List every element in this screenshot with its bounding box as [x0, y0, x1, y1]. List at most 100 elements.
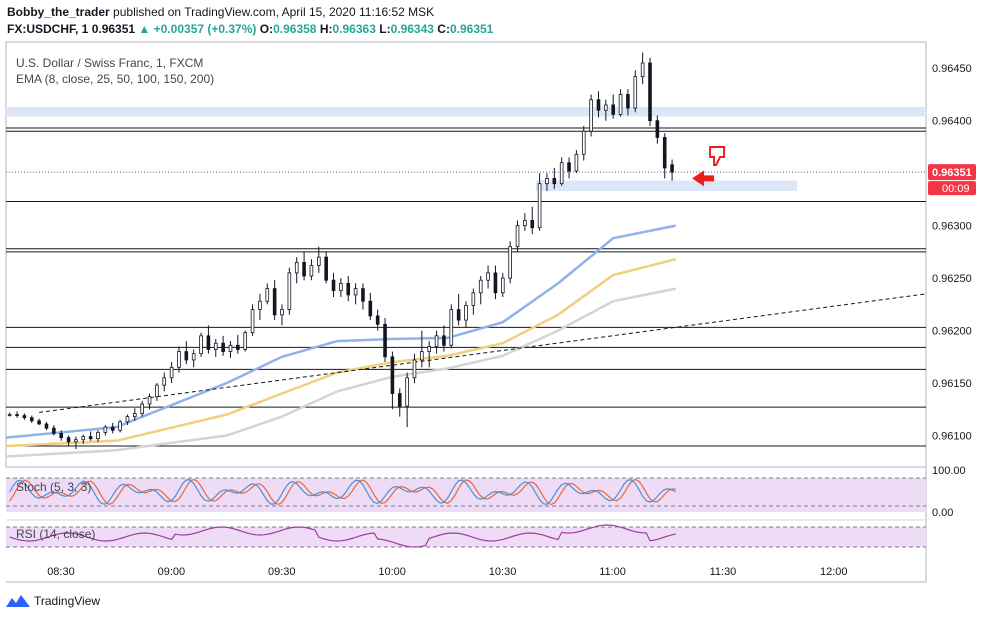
- candle-body-65: [486, 272, 490, 281]
- candle-body-38: [287, 272, 292, 310]
- candle-body-8: [66, 437, 71, 443]
- x-tick-4: 10:30: [489, 566, 517, 578]
- x-tick-5: 11:00: [599, 566, 626, 578]
- tradingview-logo-icon: [6, 595, 30, 607]
- candle-body-72: [537, 183, 542, 229]
- arrow-left-icon: [692, 170, 715, 187]
- candle-body-32: [243, 332, 248, 350]
- change-value: +0.00357 (+0.37%): [153, 22, 257, 36]
- trendline: [39, 293, 927, 413]
- candle-body-35: [265, 288, 270, 302]
- y-tick-4: 0.96250: [932, 273, 972, 285]
- candle-body-75: [559, 162, 564, 185]
- candle-body-40: [302, 261, 306, 277]
- candle-body-73: [545, 178, 549, 185]
- candle-body-34: [258, 300, 262, 310]
- stoch-legend[interactable]: Stoch (5, 3, 3): [16, 480, 92, 494]
- candle-body-39: [294, 261, 299, 274]
- candle-body-2: [22, 415, 27, 419]
- candle-body-23: [177, 351, 181, 368]
- candle-body-15: [118, 421, 122, 431]
- candle-body-60: [449, 309, 454, 346]
- candle-body-62: [464, 304, 468, 321]
- candle-body-88: [655, 120, 660, 138]
- high-value: 0.96363: [332, 22, 376, 36]
- candle-body-64: [478, 279, 483, 294]
- x-tick-2: 09:30: [268, 566, 296, 578]
- candle-body-26: [199, 335, 203, 355]
- y-tick-3: 0.96300: [932, 221, 972, 233]
- candle-body-16: [125, 416, 130, 423]
- rsi-line: [9, 524, 676, 548]
- symbol[interactable]: FX:USDCHF, 1: [7, 22, 89, 36]
- candle-body-31: [236, 344, 240, 350]
- x-tick-6: 11:30: [710, 566, 737, 578]
- candle-body-33: [250, 309, 255, 334]
- candle-body-77: [574, 153, 579, 172]
- publisher-name[interactable]: Bobby_the_trader: [7, 5, 110, 19]
- candle-body-53: [397, 393, 402, 407]
- candle-body-51: [383, 323, 387, 358]
- candle-body-37: [280, 309, 284, 316]
- candle-body-3: [29, 417, 34, 422]
- candle-body-19: [147, 396, 152, 405]
- candle-body-4: [37, 420, 41, 425]
- candle-body-9: [74, 439, 78, 443]
- countdown-box: [928, 181, 976, 196]
- y-tick-5: 0.96200: [932, 326, 972, 338]
- candle-body-27: [206, 335, 211, 350]
- candle-body-54: [405, 377, 409, 407]
- tradingview-logo[interactable]: TradingView: [6, 594, 100, 608]
- low-label: L:: [379, 22, 391, 36]
- change-arrow-icon: ▲: [138, 22, 151, 36]
- candle-body-55: [412, 359, 417, 379]
- price-tag-box: [928, 164, 976, 181]
- zone-rect-0: [6, 107, 926, 117]
- candle-body-11: [88, 436, 93, 440]
- tradingview-brand: TradingView: [34, 594, 101, 608]
- low-value: 0.96343: [390, 22, 434, 36]
- candle-body-59: [442, 335, 446, 346]
- candle-body-83: [618, 94, 623, 115]
- candle-body-25: [191, 353, 196, 361]
- x-tick-3: 10:00: [378, 566, 406, 578]
- price-tag-value: 0.96351: [932, 167, 972, 179]
- candle-body-78: [581, 130, 586, 155]
- candle-body-30: [228, 344, 233, 352]
- ema-legend[interactable]: EMA (8, close, 25, 50, 100, 150, 200): [16, 72, 215, 86]
- candle-body-1: [15, 414, 19, 416]
- high-label: H:: [319, 22, 333, 36]
- candle-body-84: [626, 94, 630, 109]
- candle-body-86: [640, 62, 645, 78]
- x-tick-1: 09:00: [158, 566, 186, 578]
- candle-body-12: [96, 431, 100, 440]
- y-tick-1: 0.96400: [932, 116, 972, 128]
- candle-body-82: [611, 104, 615, 115]
- candle-body-42: [316, 256, 321, 266]
- y-tick-7: 0.96100: [932, 431, 972, 443]
- ema-line-0: [5, 224, 677, 439]
- stoch-tick-1: 0.00: [932, 507, 953, 519]
- candle-body-36: [272, 288, 277, 316]
- candle-body-28: [213, 342, 218, 350]
- candle-body-87: [648, 62, 652, 122]
- candle-body-45: [339, 282, 343, 292]
- close-value: 0.96351: [449, 22, 494, 36]
- published-text: published on TradingView.com, April 15, …: [113, 5, 435, 19]
- rsi-legend[interactable]: RSI (14, close): [16, 527, 96, 541]
- stoch-d-line: [9, 478, 676, 506]
- candle-body-21: [162, 377, 167, 386]
- candle-body-6: [52, 427, 56, 434]
- candle-body-0: [7, 414, 12, 416]
- close-label: C:: [437, 22, 450, 36]
- candle-body-29: [221, 342, 225, 352]
- open-label: O:: [259, 22, 274, 36]
- candle-body-68: [508, 246, 512, 279]
- candle-body-80: [596, 99, 601, 111]
- x-tick-7: 12:00: [820, 566, 848, 578]
- candle-body-46: [346, 282, 351, 296]
- y-tick-0: 0.96450: [932, 63, 972, 75]
- candle-body-79: [589, 99, 593, 132]
- candle-body-71: [530, 219, 535, 229]
